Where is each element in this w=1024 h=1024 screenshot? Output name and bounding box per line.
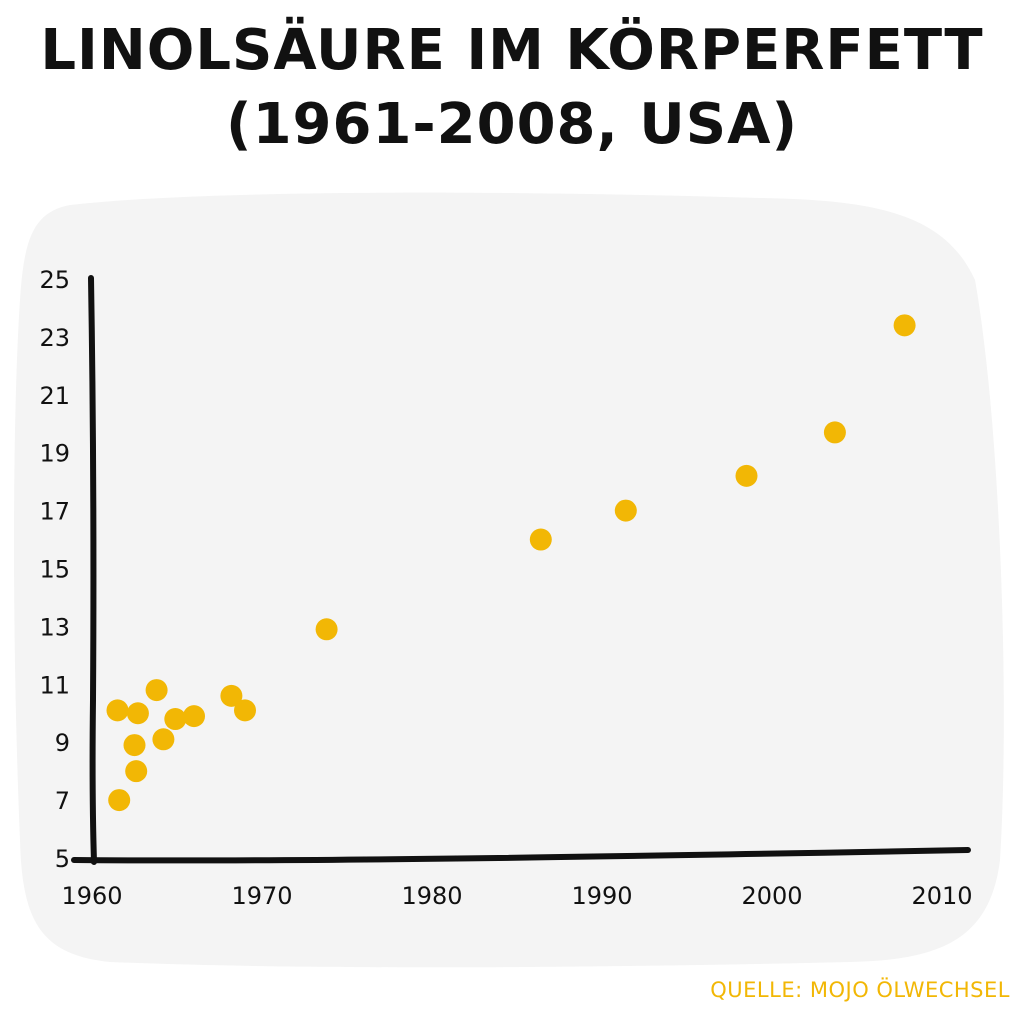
x-tick-label: 1980	[401, 882, 462, 910]
x-tick-label: 1990	[571, 882, 632, 910]
y-tick-label: 21	[39, 382, 70, 410]
data-point	[529, 528, 552, 551]
y-tick-label: 17	[39, 498, 70, 526]
data-point	[145, 679, 168, 702]
data-point	[125, 760, 148, 783]
data-point	[823, 421, 846, 444]
data-point	[164, 708, 187, 731]
data-point	[123, 734, 146, 757]
x-axis-line	[71, 847, 971, 864]
y-tick-label: 11	[39, 671, 70, 699]
x-tick-label: 1960	[61, 882, 122, 910]
chart-title-line-2: (1961-2008, USA)	[225, 92, 799, 157]
y-tick-label: 7	[55, 787, 70, 815]
x-tick-label: 2000	[741, 882, 802, 910]
data-point	[152, 728, 175, 751]
y-tick-label: 13	[39, 613, 70, 641]
data-points	[106, 314, 916, 812]
y-tick-label: 25	[39, 266, 70, 294]
y-axis-line	[88, 275, 97, 865]
data-point	[315, 618, 338, 641]
data-point	[106, 699, 129, 722]
y-axis-tick-labels: 5 7 9 11 13 15 17 19 21 23 25	[39, 266, 70, 873]
y-tick-label: 5	[55, 845, 70, 873]
data-point	[614, 499, 637, 522]
data-point	[735, 464, 758, 487]
chart-title: Linolsäure im Körperfett (1961-2008, USA…	[0, 14, 1024, 162]
chart-background-panel	[14, 192, 1004, 968]
chart-title-line-1: Linolsäure im Körperfett	[40, 18, 984, 83]
x-axis-tick-labels: 1960 1970 1980 1990 2000 2010	[61, 882, 972, 910]
y-tick-label: 23	[39, 324, 70, 352]
data-point	[220, 684, 243, 707]
y-tick-label: 9	[55, 729, 70, 757]
data-point	[126, 702, 149, 725]
y-tick-label: 19	[39, 440, 70, 468]
y-tick-label: 15	[39, 556, 70, 584]
x-tick-label: 2010	[911, 882, 972, 910]
x-tick-label: 1970	[231, 882, 292, 910]
data-point	[893, 314, 916, 337]
data-point	[183, 705, 205, 728]
source-note: Quelle: Mojo Ölwechsel	[710, 978, 1010, 1002]
data-point	[108, 789, 131, 812]
data-point	[234, 699, 256, 722]
